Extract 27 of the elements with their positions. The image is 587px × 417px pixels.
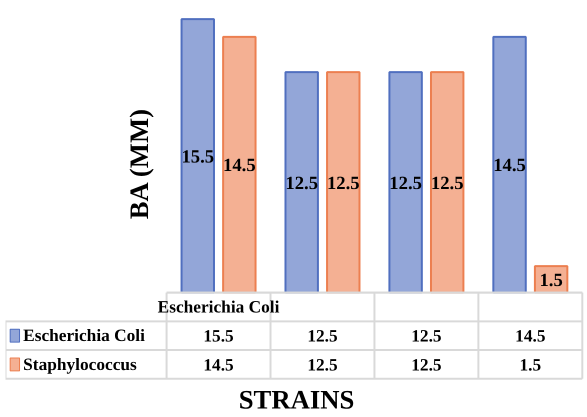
bar bbox=[284, 71, 319, 294]
bar bbox=[388, 71, 423, 294]
annotation: 12.5 bbox=[389, 172, 422, 194]
data-label: 15.5 bbox=[203, 326, 234, 346]
annotation: 14.5 bbox=[493, 155, 526, 176]
x-axis-title: STRAINS bbox=[238, 384, 354, 414]
data-label: 1.5 bbox=[520, 355, 542, 374]
annotation: 12.5 bbox=[285, 172, 318, 194]
annotation: 12.5 bbox=[430, 172, 464, 194]
y-axis-title: BA (MM) bbox=[124, 109, 154, 220]
data-label: 12.5 bbox=[307, 326, 338, 346]
legend-label: Staphylococcus bbox=[23, 354, 138, 374]
data-label: 14.5 bbox=[515, 326, 546, 346]
legend-label: Escherichia Coli bbox=[23, 326, 146, 346]
data-label: 12.5 bbox=[307, 355, 338, 374]
data-label: 14.5 bbox=[203, 355, 234, 374]
bar bbox=[222, 36, 257, 294]
data-label: 12.5 bbox=[411, 326, 442, 346]
data-label: 12.5 bbox=[411, 355, 442, 374]
annotation: 1.5 bbox=[539, 270, 563, 291]
annotation: 12.5 bbox=[326, 172, 360, 194]
bar bbox=[326, 71, 360, 294]
bar bbox=[430, 71, 464, 294]
annotation: 15.5 bbox=[181, 146, 214, 168]
bar bbox=[492, 36, 527, 294]
bar bbox=[180, 18, 215, 294]
annotation: 14.5 bbox=[223, 155, 256, 176]
